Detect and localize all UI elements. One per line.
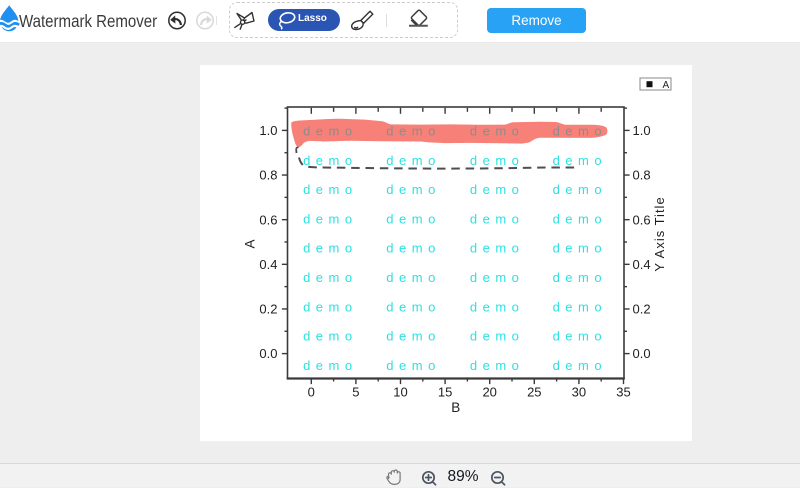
svg-text:demo: demo [386,270,441,285]
svg-text:5: 5 [352,385,359,400]
svg-text:demo: demo [470,299,525,314]
svg-text:demo: demo [553,182,608,197]
svg-text:demo: demo [386,211,441,226]
svg-text:demo: demo [553,358,608,373]
svg-text:Y Axis Title: Y Axis Title [652,196,667,271]
svg-text:demo: demo [553,270,608,285]
svg-text:30: 30 [572,385,586,400]
svg-text:demo: demo [303,358,358,373]
svg-text:demo: demo [470,329,525,344]
svg-text:0.0: 0.0 [259,346,277,361]
svg-text:demo: demo [553,124,608,139]
svg-text:10: 10 [393,385,407,400]
svg-text:B: B [451,400,460,415]
svg-text:demo: demo [303,241,358,256]
svg-text:0.4: 0.4 [259,257,277,272]
svg-text:demo: demo [386,182,441,197]
svg-text:0.2: 0.2 [259,302,277,317]
svg-text:1.0: 1.0 [259,123,277,138]
svg-text:demo: demo [553,241,608,256]
svg-text:demo: demo [386,358,441,373]
svg-text:demo: demo [553,299,608,314]
svg-text:25: 25 [527,385,541,400]
svg-text:demo: demo [303,182,358,197]
svg-text:demo: demo [470,153,525,168]
svg-text:A: A [242,239,257,248]
svg-text:demo: demo [303,270,358,285]
svg-text:demo: demo [303,124,358,139]
svg-text:demo: demo [386,241,441,256]
svg-text:demo: demo [386,153,441,168]
svg-text:0.0: 0.0 [633,346,651,361]
svg-text:15: 15 [438,385,452,400]
svg-text:demo: demo [303,153,358,168]
svg-text:demo: demo [303,329,358,344]
svg-text:0.6: 0.6 [633,212,651,227]
svg-text:demo: demo [386,329,441,344]
svg-text:0.6: 0.6 [259,212,277,227]
svg-text:demo: demo [470,211,525,226]
svg-text:demo: demo [303,299,358,314]
svg-text:demo: demo [303,211,358,226]
svg-text:0.8: 0.8 [259,168,277,183]
svg-text:0: 0 [308,385,315,400]
svg-text:20: 20 [482,385,496,400]
svg-text:demo: demo [386,299,441,314]
svg-text:demo: demo [470,182,525,197]
svg-text:demo: demo [470,358,525,373]
svg-text:35: 35 [616,385,630,400]
svg-text:0.8: 0.8 [633,168,651,183]
svg-text:demo: demo [386,124,441,139]
svg-text:demo: demo [553,153,608,168]
svg-text:demo: demo [470,270,525,285]
svg-text:0.2: 0.2 [633,302,651,317]
svg-text:demo: demo [470,241,525,256]
svg-text:1.0: 1.0 [633,123,651,138]
svg-text:0.4: 0.4 [633,257,651,272]
svg-text:demo: demo [553,211,608,226]
svg-text:demo: demo [553,329,608,344]
svg-text:A: A [663,80,670,91]
svg-text:demo: demo [470,124,525,139]
